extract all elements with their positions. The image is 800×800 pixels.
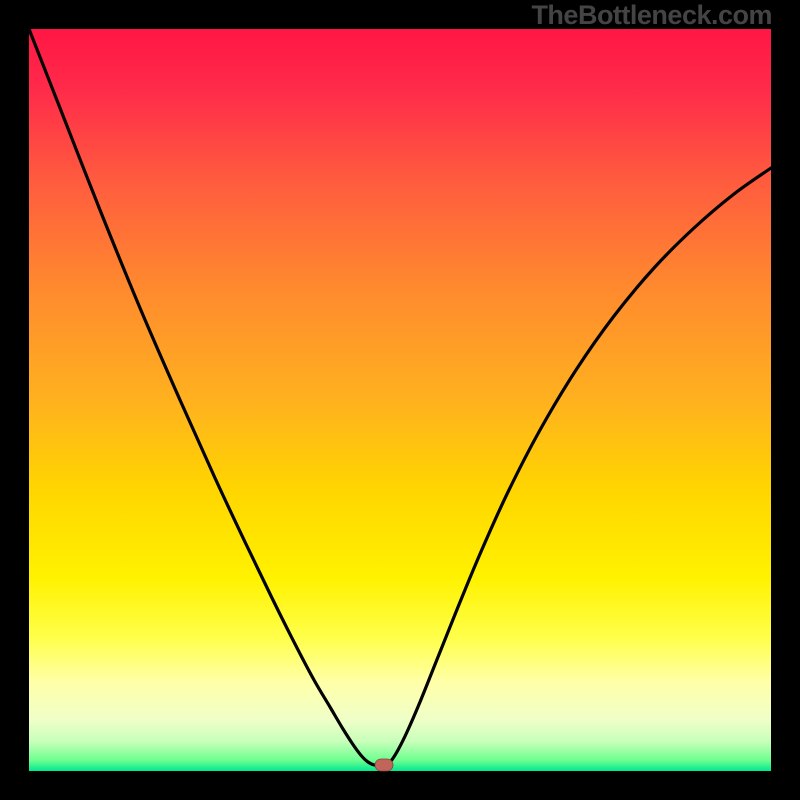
optimum-marker: [375, 759, 393, 771]
watermark-text: TheBottleneck.com: [531, 0, 772, 31]
bottleneck-curve-chart: [0, 0, 800, 800]
chart-container: TheBottleneck.com: [0, 0, 800, 800]
plot-background: [29, 29, 771, 771]
